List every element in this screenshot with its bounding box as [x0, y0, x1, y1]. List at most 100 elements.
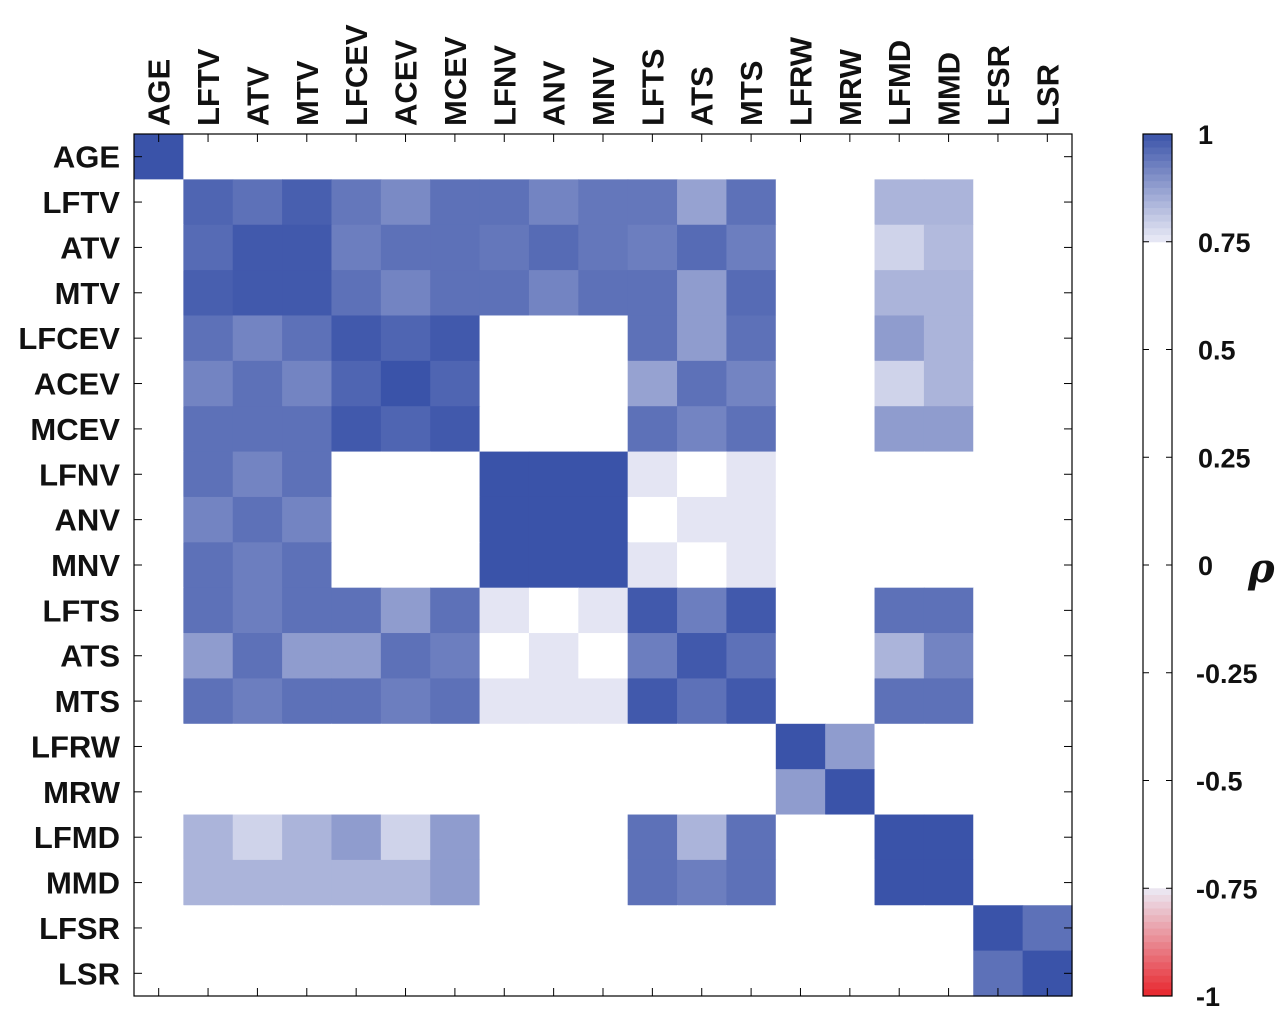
heatmap-cell-MRW-AGE [134, 769, 184, 816]
colorbar-segment-positive [1143, 201, 1172, 209]
heatmap-cell-MTS-LFTV [183, 678, 234, 725]
heatmap-cell-ANV-ATS [677, 496, 728, 543]
heatmap-cell-LFTV-ATV [232, 179, 283, 226]
heatmap-cell-MMD-LFRW [775, 859, 826, 906]
heatmap-cell-LFTV-LFTV [183, 179, 234, 226]
colorbar-segment-positive [1143, 221, 1172, 229]
y-tick-label-MRW: MRW [43, 775, 121, 810]
heatmap-cell-ACEV-LFSR [973, 360, 1024, 407]
heatmap-cell-ATV-MCEV [430, 224, 481, 271]
heatmap-cell-MTV-LFRW [775, 270, 826, 317]
heatmap-cell-LFNV-LFSR [973, 451, 1024, 498]
heatmap-cell-MNV-ATS [677, 542, 728, 589]
heatmap-cell-ACEV-ATS [677, 360, 728, 407]
colorbar-segment-positive [1143, 228, 1172, 236]
x-tick-label-LFCEV: LFCEV [339, 24, 374, 126]
colorbar-segment-negative [1143, 901, 1172, 909]
heatmap-cell-ATS-LFRW [775, 633, 826, 680]
heatmap-cell-LFRW-LFCEV [331, 723, 382, 770]
heatmap-cell-LFMD-MMD [923, 814, 974, 861]
heatmap-cell-ACEV-ATV [232, 360, 283, 407]
colorbar-segment-negative [1143, 975, 1172, 984]
heatmap-cell-MCEV-ATS [677, 406, 728, 453]
heatmap-cell-ACEV-MMD [923, 360, 974, 407]
heatmap-cell-MRW-ATV [232, 769, 283, 816]
x-tick-label-ANV: ANV [537, 60, 572, 126]
colorbar-label: ρ [1247, 545, 1275, 592]
heatmap-cell-LFMD-LFCEV [331, 814, 382, 861]
y-tick-label-LSR: LSR [58, 956, 120, 991]
colorbar-segment-positive [1143, 214, 1172, 223]
heatmap-cell-LFTV-MTS [726, 179, 777, 226]
heatmap-cell-LFNV-LFCEV [331, 451, 382, 498]
heatmap-cell-MTS-LFNV [479, 678, 530, 725]
heatmap-cell-ACEV-MRW [825, 360, 876, 407]
heatmap-cell-LFNV-LFRW [775, 451, 826, 498]
heatmap-cell-LFNV-ANV [528, 451, 579, 498]
heatmap-cell-MTS-ANV [528, 678, 579, 725]
heatmap-cell-LFCEV-MCEV [430, 315, 481, 362]
x-tick-label-MTV: MTV [290, 60, 325, 126]
heatmap-cell-LFSR-AGE [134, 905, 184, 952]
y-tick-label-MCEV: MCEV [30, 412, 120, 447]
heatmap-cell-MMD-LFSR [973, 859, 1024, 906]
colorbar-segment-positive [1143, 208, 1172, 216]
colorbar-tick-label: 0 [1198, 551, 1213, 581]
heatmap-cell-ANV-MCEV [430, 496, 481, 543]
heatmap-cell-MMD-LFNV [479, 859, 530, 906]
heatmap-cell-LFRW-ATV [232, 723, 283, 770]
heatmap-cell-LFMD-ATS [677, 814, 728, 861]
heatmap-cell-MMD-MCEV [430, 859, 481, 906]
x-tick-label-LSR: LSR [1030, 64, 1065, 126]
colorbar-tick-label: -1 [1196, 982, 1220, 1012]
colorbar-tick-label: 0.25 [1198, 443, 1251, 473]
heatmap-cell-LFTS-MTV [282, 587, 333, 634]
heatmap-cell-LFSR-LFMD [874, 905, 925, 952]
heatmap-cell-ACEV-MCEV [430, 360, 481, 407]
heatmap-cell-MCEV-MTS [726, 406, 777, 453]
y-tick-label-MTS: MTS [55, 684, 120, 719]
heatmap-cell-LFSR-MNV [578, 905, 629, 952]
heatmap-cell-MRW-LFNV [479, 769, 530, 816]
heatmap-cell-MMD-AGE [134, 859, 184, 906]
heatmap-cell-ACEV-ANV [528, 360, 579, 407]
heatmap-cell-MTV-LFNV [479, 270, 530, 317]
heatmap-cell-ATS-LFSR [973, 633, 1024, 680]
heatmap-cell-LFTS-MCEV [430, 587, 481, 634]
heatmap-cell-LFCEV-MTV [282, 315, 333, 362]
heatmap-cell-LFSR-LFCEV [331, 905, 382, 952]
heatmap-cell-MTS-LFTS [627, 678, 678, 725]
heatmap-cell-ACEV-LFTS [627, 360, 678, 407]
heatmap-cell-MCEV-LFMD [874, 406, 925, 453]
x-tick-labels: AGE LFTV ATV MTV LFCEV ACEV MCEV LFNV ANV MNV LFTS… [142, 24, 1066, 126]
heatmap-cell-MTV-LFMD [874, 270, 925, 317]
heatmap-cell-ANV-ACEV [380, 496, 431, 543]
heatmap-cell-LFSR-MRW [825, 905, 876, 952]
heatmap-cell-ATS-MRW [825, 633, 876, 680]
heatmap-cell-LFTV-LFRW [775, 179, 826, 226]
heatmap-cell-ACEV-AGE [134, 360, 184, 407]
heatmap-cells [134, 134, 1073, 997]
heatmap-cell-MMD-LFTV [183, 859, 234, 906]
heatmap-cell-LFSR-ANV [528, 905, 579, 952]
heatmap-cell-MNV-LFTV [183, 542, 234, 589]
colorbar-segment-negative [1143, 955, 1172, 963]
colorbar-segment-negative [1143, 908, 1172, 916]
heatmap-cell-ACEV-LFNV [479, 360, 530, 407]
heatmap-cell-ANV-LFMD [874, 496, 925, 543]
heatmap-cell-ATV-LFTS [627, 224, 678, 271]
x-tick-label-MMD: MMD [932, 52, 967, 126]
heatmap-cell-ACEV-MNV [578, 360, 629, 407]
heatmap-cell-LFNV-ATS [677, 451, 728, 498]
heatmap-cell-MTV-MMD [923, 270, 974, 317]
heatmap-cell-LFNV-MNV [578, 451, 629, 498]
heatmap-cell-MTS-MTV [282, 678, 333, 725]
heatmap-cell-LFNV-LFTV [183, 451, 234, 498]
y-tick-label-ANV: ANV [55, 503, 121, 538]
heatmap-cell-MRW-MMD [923, 769, 974, 816]
heatmap-cell-LFSR-LFRW [775, 905, 826, 952]
heatmap-cell-LFCEV-ATS [677, 315, 728, 362]
heatmap-cell-MMD-LFTS [627, 859, 678, 906]
x-tick-label-LFNV: LFNV [487, 45, 522, 126]
heatmap-cell-ATV-MTV [282, 224, 333, 271]
